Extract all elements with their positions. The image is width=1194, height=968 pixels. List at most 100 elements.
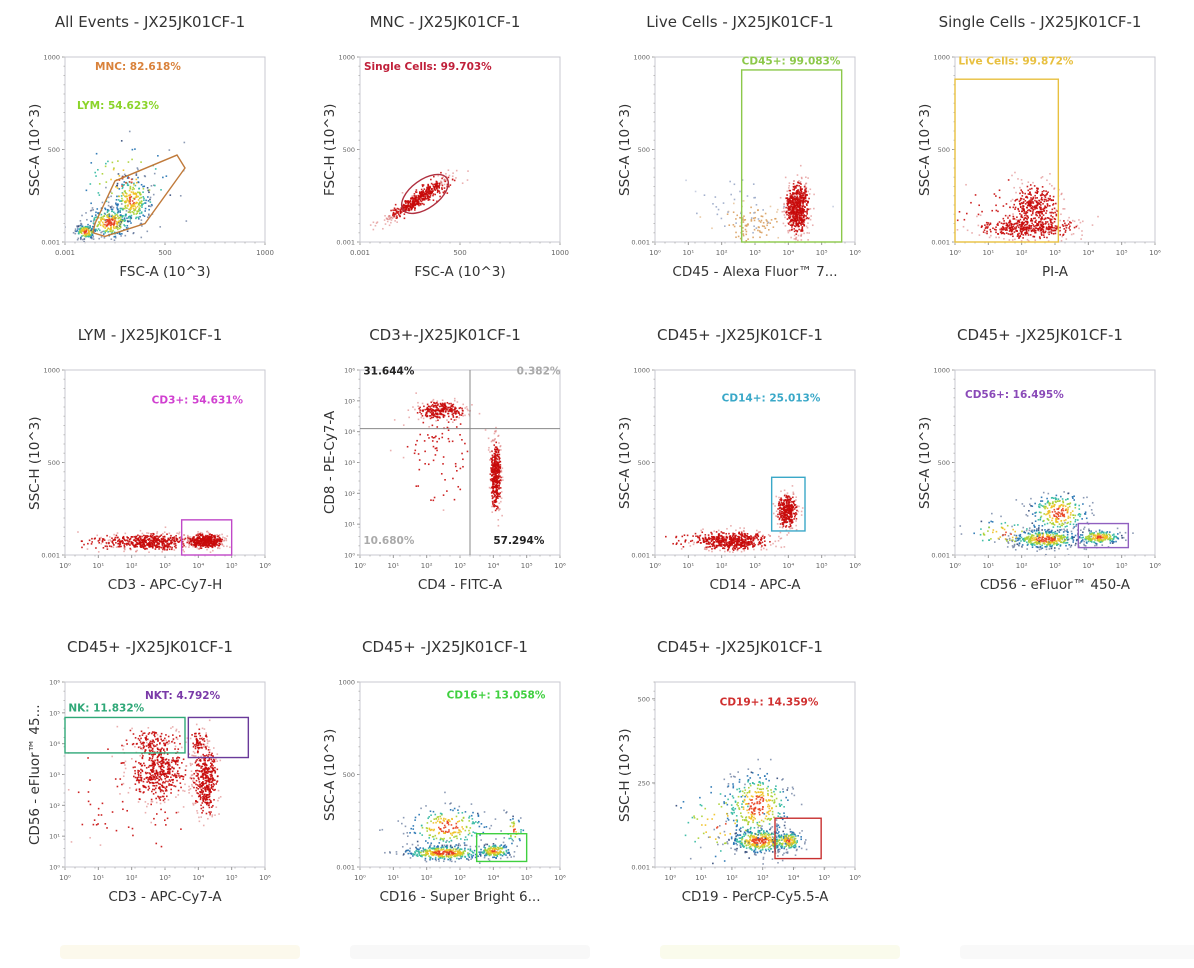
event-point [176, 532, 178, 535]
event-point [122, 537, 124, 539]
event-point [433, 175, 435, 178]
event-point [500, 491, 503, 493]
event-point [77, 531, 79, 533]
event-point [90, 231, 93, 234]
event-point [444, 410, 447, 412]
event-point [402, 204, 404, 207]
y-tick-label: 500 [638, 459, 650, 467]
event-point [986, 230, 988, 233]
event-point [209, 533, 211, 535]
event-point [1020, 179, 1023, 181]
event-point [1019, 234, 1021, 237]
event-point [491, 467, 493, 470]
event-point [793, 192, 796, 195]
event-point [147, 535, 150, 538]
event-point [1064, 224, 1066, 227]
event-point [1020, 214, 1022, 216]
event-point [1020, 232, 1023, 235]
event-point [93, 217, 96, 219]
event-point [114, 216, 116, 218]
event-point [163, 540, 166, 542]
event-point [162, 176, 164, 179]
x-tick-label: 1000 [551, 249, 569, 257]
event-point [105, 224, 108, 227]
event-point [398, 213, 400, 216]
event-point [1010, 223, 1013, 225]
x-axis-label: CD3 - APC-Cy7-H [107, 577, 223, 593]
event-point [147, 189, 150, 192]
plot-panel-p3[interactable]: Live Cells - JX25JK01CF-1 10⁰ 10¹ 10² 10³ 10⁴… [595, 5, 885, 305]
event-point [951, 231, 953, 233]
event-point [494, 454, 497, 456]
event-point [1014, 226, 1017, 229]
event-point [755, 227, 758, 229]
event-point [129, 202, 132, 205]
event-point [210, 538, 212, 540]
plot-panel-p6[interactable]: CD3+-JX25JK01CF-1 10⁰ 10¹ 10² 10³ 10⁴ 10⁵ 10⁶ 10… [300, 318, 590, 618]
event-point [80, 222, 82, 225]
event-point [431, 403, 434, 406]
event-point [137, 216, 140, 219]
event-point [1036, 204, 1038, 207]
event-point [806, 204, 808, 207]
event-point [427, 434, 429, 436]
plot-panel-p4[interactable]: Single Cells - JX25JK01CF-1 10⁰ 10¹ 10² 10³ 1… [895, 5, 1185, 305]
event-point [1044, 196, 1047, 198]
event-points [665, 485, 804, 554]
event-point [138, 539, 141, 542]
event-point [132, 211, 135, 214]
event-point [1043, 200, 1046, 203]
event-point [107, 216, 110, 219]
event-point [100, 218, 102, 221]
plot-panel-p5[interactable]: LYM - JX25JK01CF-1 10⁰ 10¹ 10² 10³ 10⁴ 10⁵ 10⁶ 0… [5, 318, 295, 618]
event-point [958, 211, 961, 213]
event-point [498, 487, 501, 489]
event-point [716, 213, 719, 216]
event-point [424, 192, 426, 195]
event-point [129, 216, 132, 219]
event-point [803, 215, 805, 218]
event-point [429, 193, 432, 195]
event-point [990, 230, 992, 233]
plot-panel-p1[interactable]: All Events - JX25JK01CF-1 0.001 500 1000 0.0… [5, 5, 295, 305]
event-point [998, 196, 1001, 199]
event-point [88, 539, 91, 542]
event-point [161, 551, 163, 553]
event-point [116, 213, 118, 216]
event-point [803, 219, 806, 221]
event-point [101, 538, 104, 540]
x-axis-label: FSC-A (10^3) [414, 264, 506, 280]
event-point [109, 221, 111, 223]
event-point [143, 539, 146, 542]
event-point [206, 542, 209, 544]
event-point [801, 210, 804, 212]
event-point [121, 233, 123, 235]
event-point [498, 469, 500, 472]
event-point [436, 415, 439, 418]
event-point [493, 495, 496, 498]
event-point [435, 409, 438, 411]
plot-panel-p7[interactable]: CD45+ -JX25JK01CF-1 10⁰ 10¹ 10² 10³ 10⁴ 10⁵ 10⁶… [595, 318, 885, 618]
event-point [157, 542, 160, 545]
event-point [1014, 208, 1016, 210]
event-point [1062, 208, 1064, 210]
event-point [452, 412, 455, 415]
event-point [155, 539, 158, 542]
event-point [427, 189, 430, 192]
event-point [1018, 237, 1020, 239]
event-point [182, 549, 184, 551]
event-point [138, 192, 141, 195]
event-point [722, 202, 725, 204]
event-point [134, 539, 136, 541]
event-point [493, 476, 496, 478]
event-point [790, 211, 793, 214]
event-point [1041, 192, 1043, 195]
event-point [435, 413, 438, 415]
event-point [786, 197, 789, 199]
event-point [1042, 245, 1044, 247]
plot-panel-p2[interactable]: MNC - JX25JK01CF-1 0.001 500 1000 0.001 500 10… [300, 5, 590, 305]
event-point [493, 455, 496, 457]
event-point [1047, 240, 1050, 242]
event-point [1051, 218, 1053, 221]
event-point [726, 544, 729, 546]
